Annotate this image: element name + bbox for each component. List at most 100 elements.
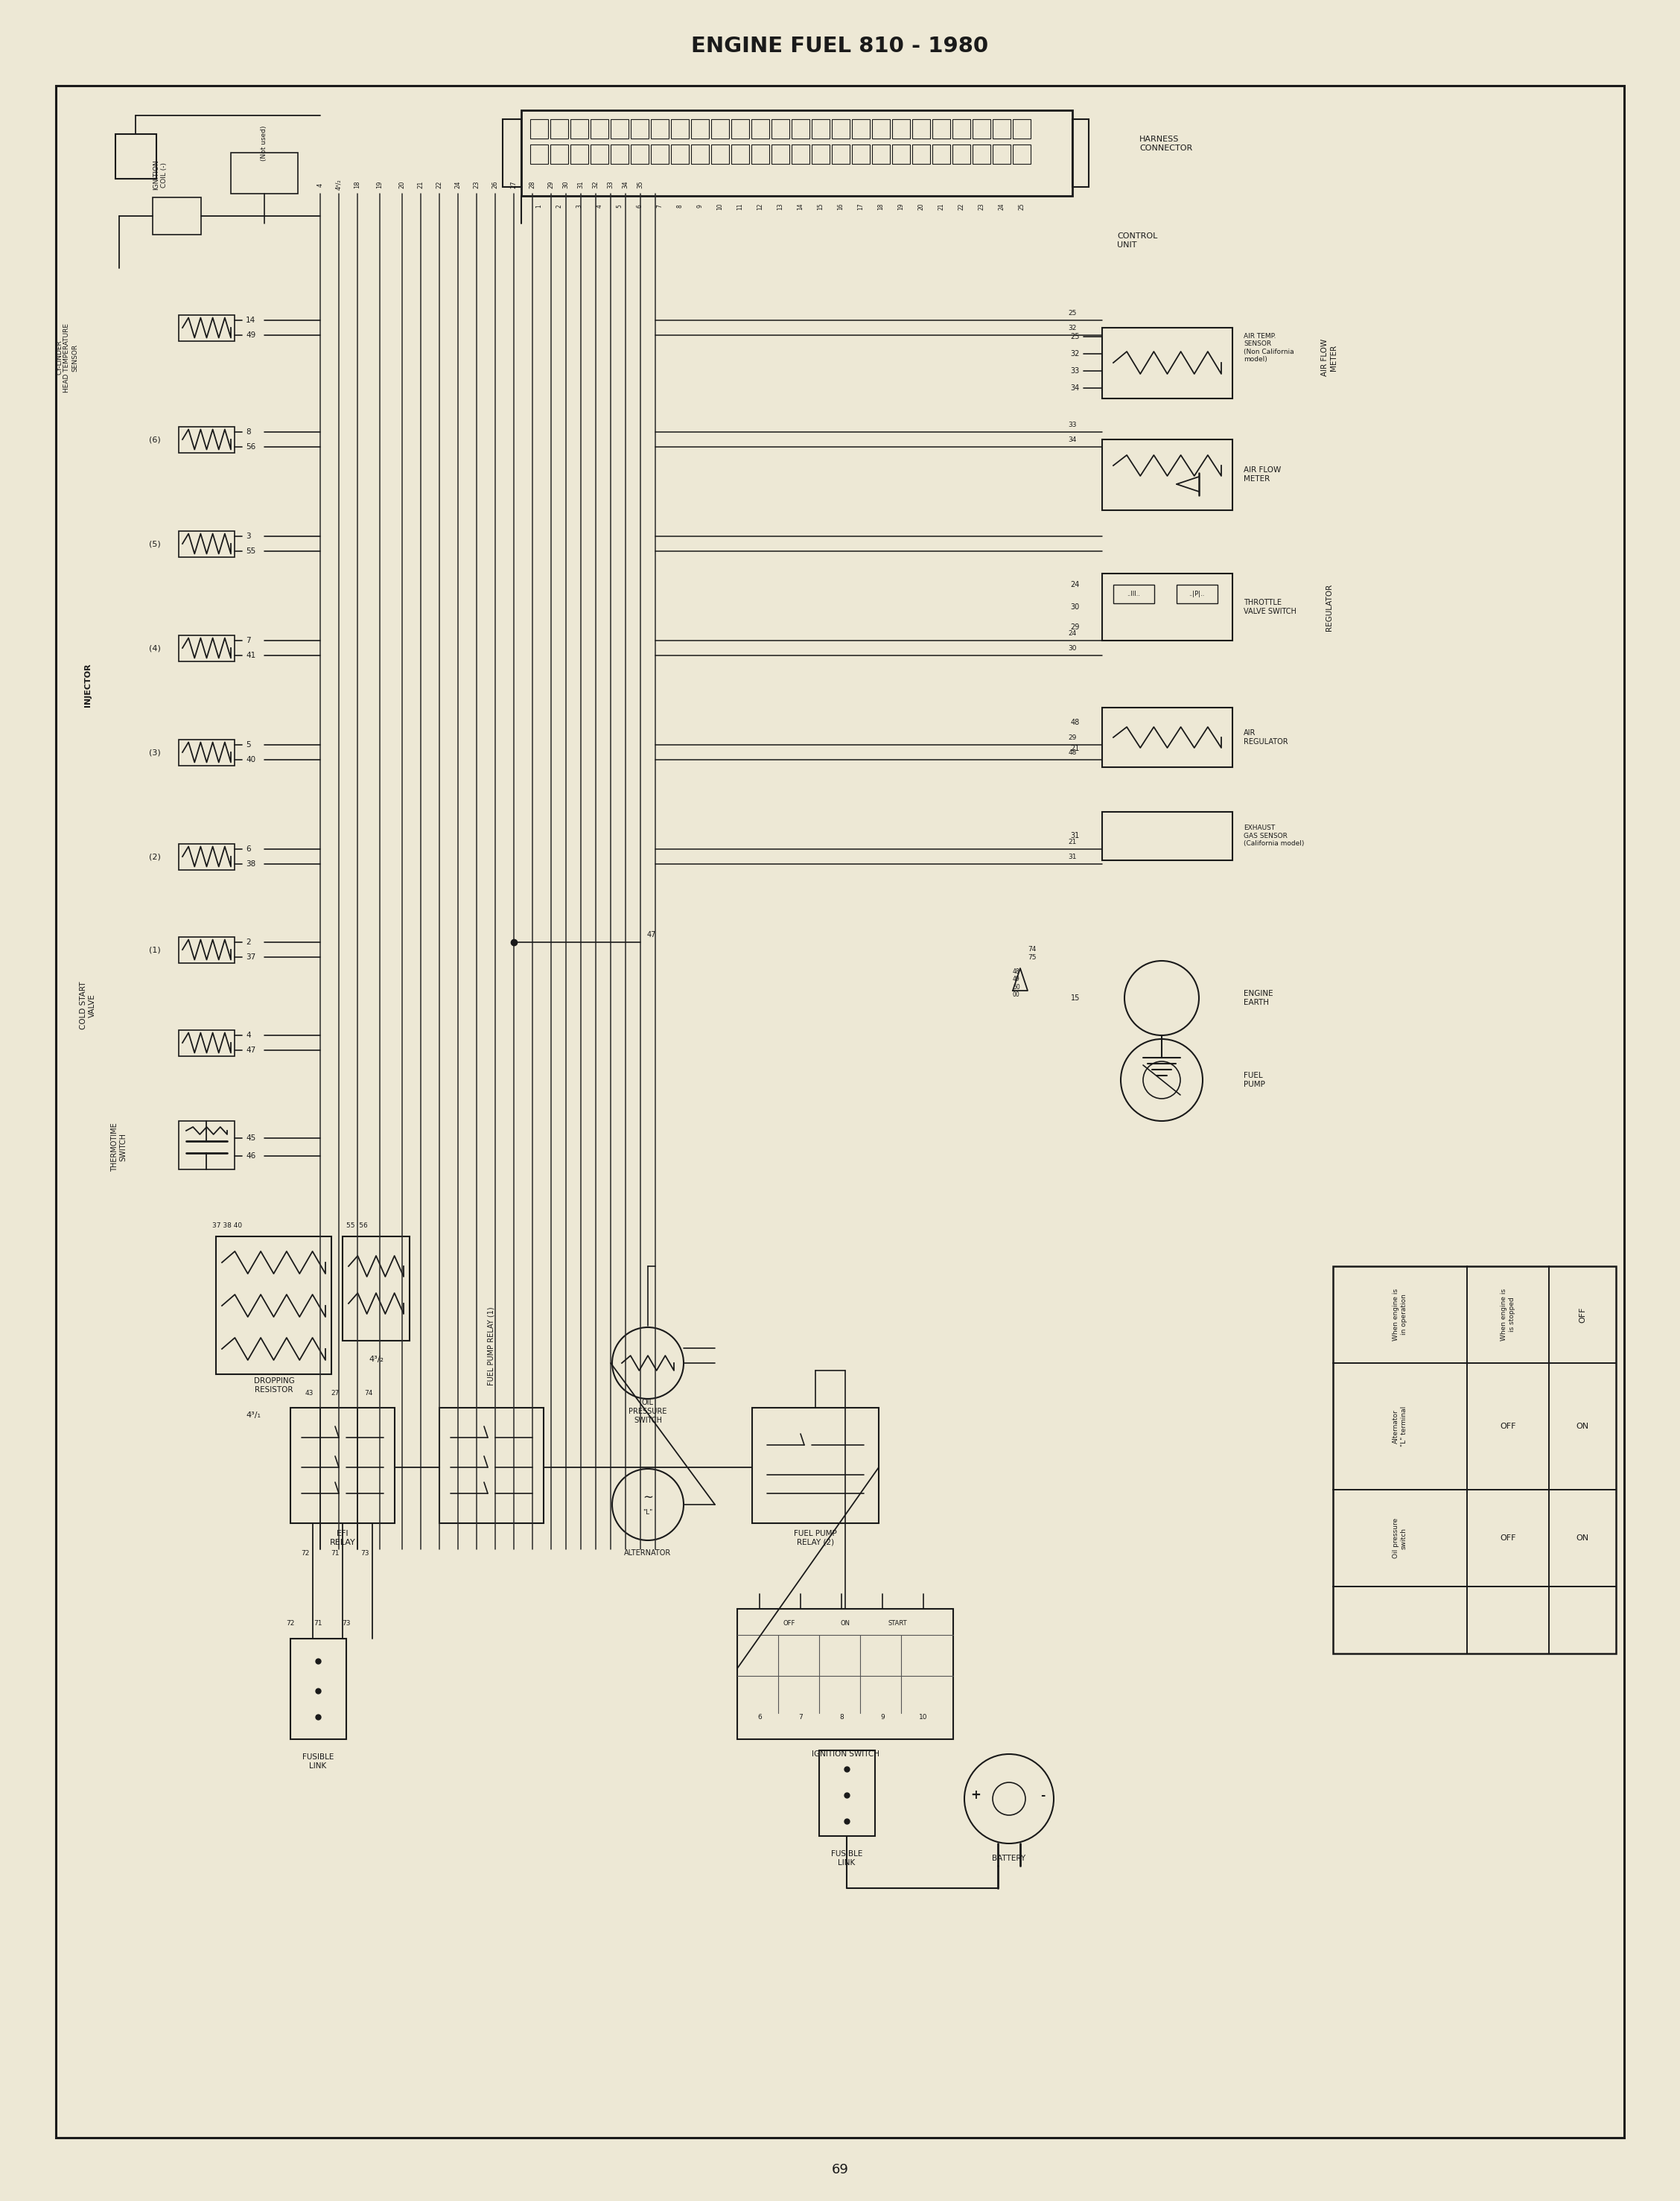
Text: BATTERY: BATTERY	[993, 1855, 1026, 1862]
Text: 30: 30	[1068, 645, 1077, 651]
Bar	[811, 119, 830, 139]
Bar	[178, 843, 235, 869]
Bar	[1102, 707, 1233, 768]
Text: 71: 71	[314, 1620, 323, 1627]
Text: 28: 28	[529, 180, 536, 189]
Text: 21: 21	[417, 180, 423, 189]
Text: 72: 72	[301, 1550, 309, 1556]
Text: 33: 33	[1070, 368, 1080, 374]
Text: 24: 24	[1068, 629, 1077, 636]
Text: 11: 11	[738, 202, 744, 209]
Text: IGNITION SWITCH: IGNITION SWITCH	[811, 1750, 879, 1759]
Text: 15: 15	[1070, 995, 1080, 1001]
Bar	[912, 119, 931, 139]
Text: 43: 43	[304, 1389, 312, 1395]
Text: 20: 20	[398, 180, 405, 189]
Text: 56: 56	[245, 442, 255, 451]
Bar	[591, 145, 608, 163]
Bar	[116, 134, 156, 178]
Bar	[343, 1237, 410, 1340]
Bar	[670, 119, 689, 139]
Text: 41: 41	[245, 651, 255, 658]
Text: ON: ON	[840, 1620, 850, 1627]
Bar	[711, 119, 729, 139]
Text: 9: 9	[880, 1715, 885, 1721]
Text: 1: 1	[536, 205, 543, 209]
Text: FUEL PUMP RELAY (1): FUEL PUMP RELAY (1)	[487, 1307, 496, 1384]
Text: 45: 45	[245, 1134, 255, 1142]
Bar	[178, 1030, 235, 1056]
Bar	[650, 119, 669, 139]
Bar	[832, 145, 850, 163]
Bar	[892, 145, 911, 163]
Bar	[178, 1120, 235, 1169]
Text: 29: 29	[548, 180, 554, 189]
Bar	[1102, 812, 1233, 861]
Text: (Not used): (Not used)	[260, 125, 267, 161]
Text: ON: ON	[1576, 1534, 1589, 1543]
Bar	[791, 145, 810, 163]
Bar	[832, 119, 850, 139]
Text: 9: 9	[697, 205, 704, 209]
Text: REGULATOR: REGULATOR	[1326, 583, 1332, 632]
Bar	[820, 1750, 875, 1836]
Text: 21: 21	[1068, 839, 1077, 845]
Bar	[1102, 574, 1233, 640]
Text: 25: 25	[1018, 202, 1025, 209]
Text: 8: 8	[677, 205, 684, 209]
Bar	[771, 119, 790, 139]
Text: 32: 32	[1068, 324, 1077, 330]
Text: HARNESS
CONNECTOR: HARNESS CONNECTOR	[1139, 136, 1193, 152]
Text: 69: 69	[832, 2164, 848, 2177]
Text: ..|P|..: ..|P|..	[1189, 590, 1205, 596]
Bar	[1114, 585, 1154, 603]
Text: 32: 32	[593, 180, 600, 189]
Bar	[751, 145, 769, 163]
Text: 27: 27	[331, 1389, 339, 1395]
Text: When engine is
is stopped: When engine is is stopped	[1500, 1288, 1515, 1340]
Bar	[892, 119, 911, 139]
Bar	[591, 119, 608, 139]
Text: OIL
PRESSURE
SWITCH: OIL PRESSURE SWITCH	[628, 1400, 667, 1424]
Bar	[872, 145, 890, 163]
Bar	[440, 1409, 544, 1523]
Text: 48
49
50
00: 48 49 50 00	[1013, 968, 1020, 999]
Text: 10: 10	[919, 1715, 927, 1721]
Text: Alternator
"L" terminal: Alternator "L" terminal	[1393, 1406, 1408, 1446]
Text: 25: 25	[1068, 310, 1077, 317]
Text: 7: 7	[245, 636, 250, 645]
Text: 47: 47	[647, 931, 657, 938]
Text: 31: 31	[578, 180, 585, 189]
Text: 18: 18	[354, 180, 361, 189]
Text: 5: 5	[245, 742, 250, 748]
Text: 15: 15	[816, 202, 823, 209]
Text: 29: 29	[1068, 735, 1077, 742]
Text: AIR
REGULATOR: AIR REGULATOR	[1243, 729, 1289, 746]
Text: THERMOTIME
SWITCH: THERMOTIME SWITCH	[111, 1123, 128, 1171]
Text: 23: 23	[474, 180, 480, 189]
Text: DROPPING
RESISTOR: DROPPING RESISTOR	[254, 1378, 294, 1393]
Bar	[650, 145, 669, 163]
Bar	[993, 119, 1011, 139]
Bar	[973, 119, 991, 139]
Text: (4): (4)	[150, 645, 161, 651]
Text: 2: 2	[245, 938, 250, 946]
Bar	[738, 1609, 953, 1739]
Text: AIR TEMP.
SENSOR
(Non California
model): AIR TEMP. SENSOR (Non California model)	[1243, 332, 1294, 363]
Bar	[1102, 328, 1233, 398]
Bar	[872, 119, 890, 139]
Bar	[178, 530, 235, 557]
Bar	[217, 1237, 331, 1373]
Bar	[502, 119, 521, 187]
Text: 5: 5	[617, 205, 623, 209]
Text: 19: 19	[897, 202, 904, 209]
Text: 46: 46	[245, 1153, 255, 1160]
Text: 18: 18	[877, 202, 884, 209]
Text: 23: 23	[978, 202, 984, 209]
Text: 4³/₂: 4³/₂	[368, 1356, 383, 1362]
Text: 32: 32	[1070, 350, 1080, 357]
Text: ENGINE FUEL 810 - 1980: ENGINE FUEL 810 - 1980	[692, 35, 988, 57]
Bar	[630, 145, 648, 163]
Text: CONTROL
UNIT: CONTROL UNIT	[1117, 233, 1158, 249]
Text: 37: 37	[245, 953, 255, 962]
